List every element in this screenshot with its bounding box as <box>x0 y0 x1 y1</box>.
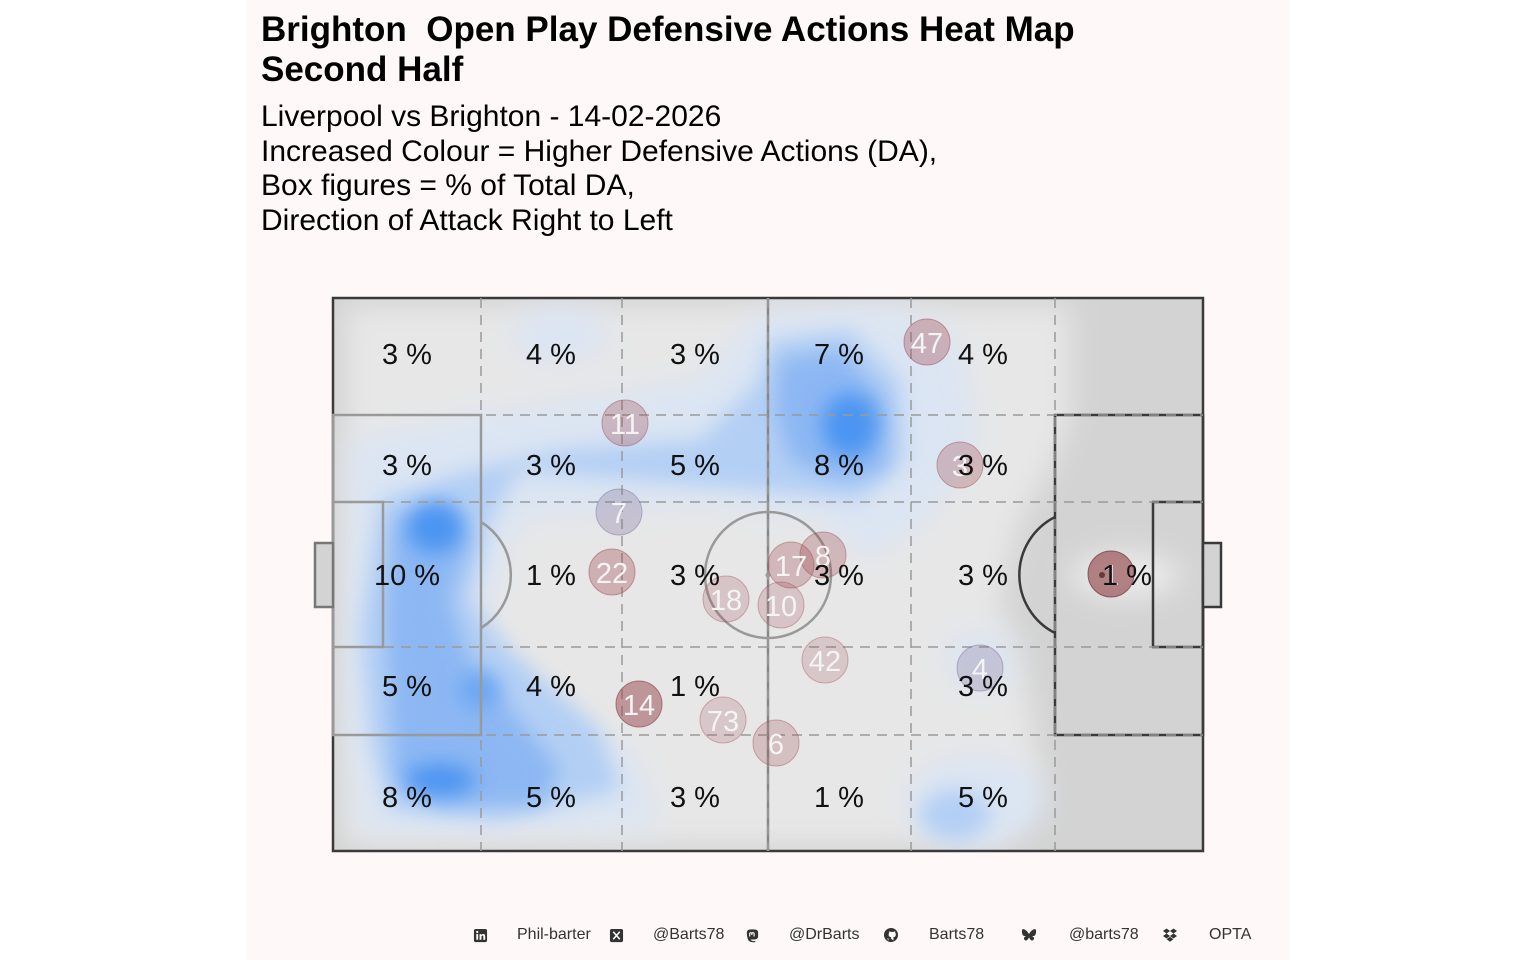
zone-label: 3 % <box>670 560 720 592</box>
zone-label: 5 % <box>958 782 1008 814</box>
zone-grid <box>333 298 1203 851</box>
footer-linkedin <box>472 922 488 948</box>
zone-label: 5 % <box>670 450 720 482</box>
player-number: 6 <box>768 729 784 761</box>
zone-labels: 3 % 4 % 3 % 7 % 4 % 3 % 3 % 5 % 8 % 3 % … <box>374 339 1152 814</box>
left-penalty-arc <box>480 520 513 630</box>
footer-dropbox-label: OPTA <box>1209 926 1252 943</box>
chart-subtitle: Liverpool vs Brighton - 14-02-2026 Incre… <box>261 100 937 238</box>
title-line-2: Second Half <box>261 50 464 89</box>
zone-label: 3 % <box>958 450 1008 482</box>
player-marker: 14 <box>615 680 663 728</box>
title-line-1: Brighton Open Play Defensive Actions Hea… <box>261 10 1075 49</box>
zone-label: 4 % <box>958 339 1008 371</box>
subtitle-line-1: Liverpool vs Brighton - 14-02-2026 <box>261 100 722 133</box>
mastodon-icon <box>744 927 760 943</box>
player-marker: 18 <box>702 575 750 623</box>
player-marker: 47 <box>903 318 951 366</box>
zone-label: 3 % <box>670 339 720 371</box>
player-marker: 3 <box>936 441 984 489</box>
right-penalty-arc <box>1018 515 1056 635</box>
player-number: 8 <box>815 541 831 573</box>
zone-label: 3 % <box>382 450 432 482</box>
zone-label: 1 % <box>1102 560 1152 592</box>
zone-label: 8 % <box>814 450 864 482</box>
player-markers: 47 11 3 7 8 17 22 18 10 1 42 4 14 73 6 <box>588 318 1135 767</box>
player-marker: 42 <box>801 636 849 684</box>
zone-label: 8 % <box>382 782 432 814</box>
player-number: 17 <box>775 551 807 583</box>
left-goal <box>313 541 335 609</box>
player-number: 7 <box>611 498 627 530</box>
footer-linkedin-label: Phil-barter <box>517 926 591 943</box>
footer-x-label: @Barts78 <box>653 926 725 943</box>
player-marker: 6 <box>752 719 800 767</box>
zone-label: 1 % <box>814 782 864 814</box>
zone-label: 3 % <box>382 339 432 371</box>
zone-label: 1 % <box>526 560 576 592</box>
right-goal <box>1201 541 1223 609</box>
github-icon <box>883 927 899 943</box>
player-marker: 7 <box>595 488 643 536</box>
player-number: 42 <box>809 646 841 678</box>
player-number: 10 <box>765 591 797 623</box>
player-number: 1 <box>1103 560 1119 592</box>
player-number: 47 <box>911 328 943 360</box>
subtitle-line-2: Increased Colour = Higher Defensive Acti… <box>261 134 938 168</box>
zone-label: 3 % <box>670 782 720 814</box>
zone-label: 5 % <box>382 671 432 703</box>
subtitle-line-3: Box figures = % of Total DA, <box>261 169 635 202</box>
zone-label: 3 % <box>526 450 576 482</box>
footer-x <box>608 922 624 948</box>
player-marker: 8 <box>799 531 847 579</box>
zone-label: 10 % <box>374 560 440 592</box>
zone-label: 3 % <box>958 671 1008 703</box>
dropbox-icon <box>1162 927 1178 943</box>
footer-mastodon-label: @DrBarts <box>789 926 860 943</box>
player-number: 22 <box>596 558 628 590</box>
footer-bluesky <box>1021 922 1037 948</box>
player-number: 18 <box>710 585 742 617</box>
player-marker: 4 <box>956 644 1004 692</box>
player-number: 4 <box>972 654 988 686</box>
x-twitter-icon <box>608 927 624 943</box>
player-number: 11 <box>610 409 640 441</box>
density-peak-band <box>405 393 878 796</box>
footer-github <box>883 922 899 948</box>
zone-label: 4 % <box>526 671 576 703</box>
zone-label: 3 % <box>958 560 1008 592</box>
zone-label: 4 % <box>526 339 576 371</box>
subtitle-line-4: Direction of Attack Right to Left <box>261 203 673 237</box>
player-number: 73 <box>707 706 739 738</box>
player-number: 3 <box>952 451 968 483</box>
zone-label: 1 % <box>670 671 720 703</box>
player-marker: 1 <box>1087 550 1135 598</box>
zone-label: 3 % <box>814 560 864 592</box>
zone-label: 5 % <box>526 782 576 814</box>
footer-mastodon <box>744 922 760 948</box>
footer-credits: Phil-barter @Barts78 @DrBarts Barts78 @b… <box>0 922 1536 948</box>
player-marker: 73 <box>699 696 747 744</box>
player-marker: 17 <box>767 541 815 589</box>
footer-github-label: Barts78 <box>929 926 985 943</box>
player-number: 14 <box>623 690 655 722</box>
player-marker: 22 <box>588 548 636 596</box>
footer-bluesky-label: @barts78 <box>1069 926 1139 943</box>
zone-label: 7 % <box>814 339 864 371</box>
player-marker: 10 <box>757 581 805 629</box>
linkedin-icon <box>472 927 488 943</box>
player-marker: 11 <box>601 399 649 447</box>
footer-dropbox <box>1162 922 1178 948</box>
bluesky-icon <box>1021 927 1037 943</box>
chart-title: Brighton Open Play Defensive Actions Hea… <box>261 10 1075 90</box>
